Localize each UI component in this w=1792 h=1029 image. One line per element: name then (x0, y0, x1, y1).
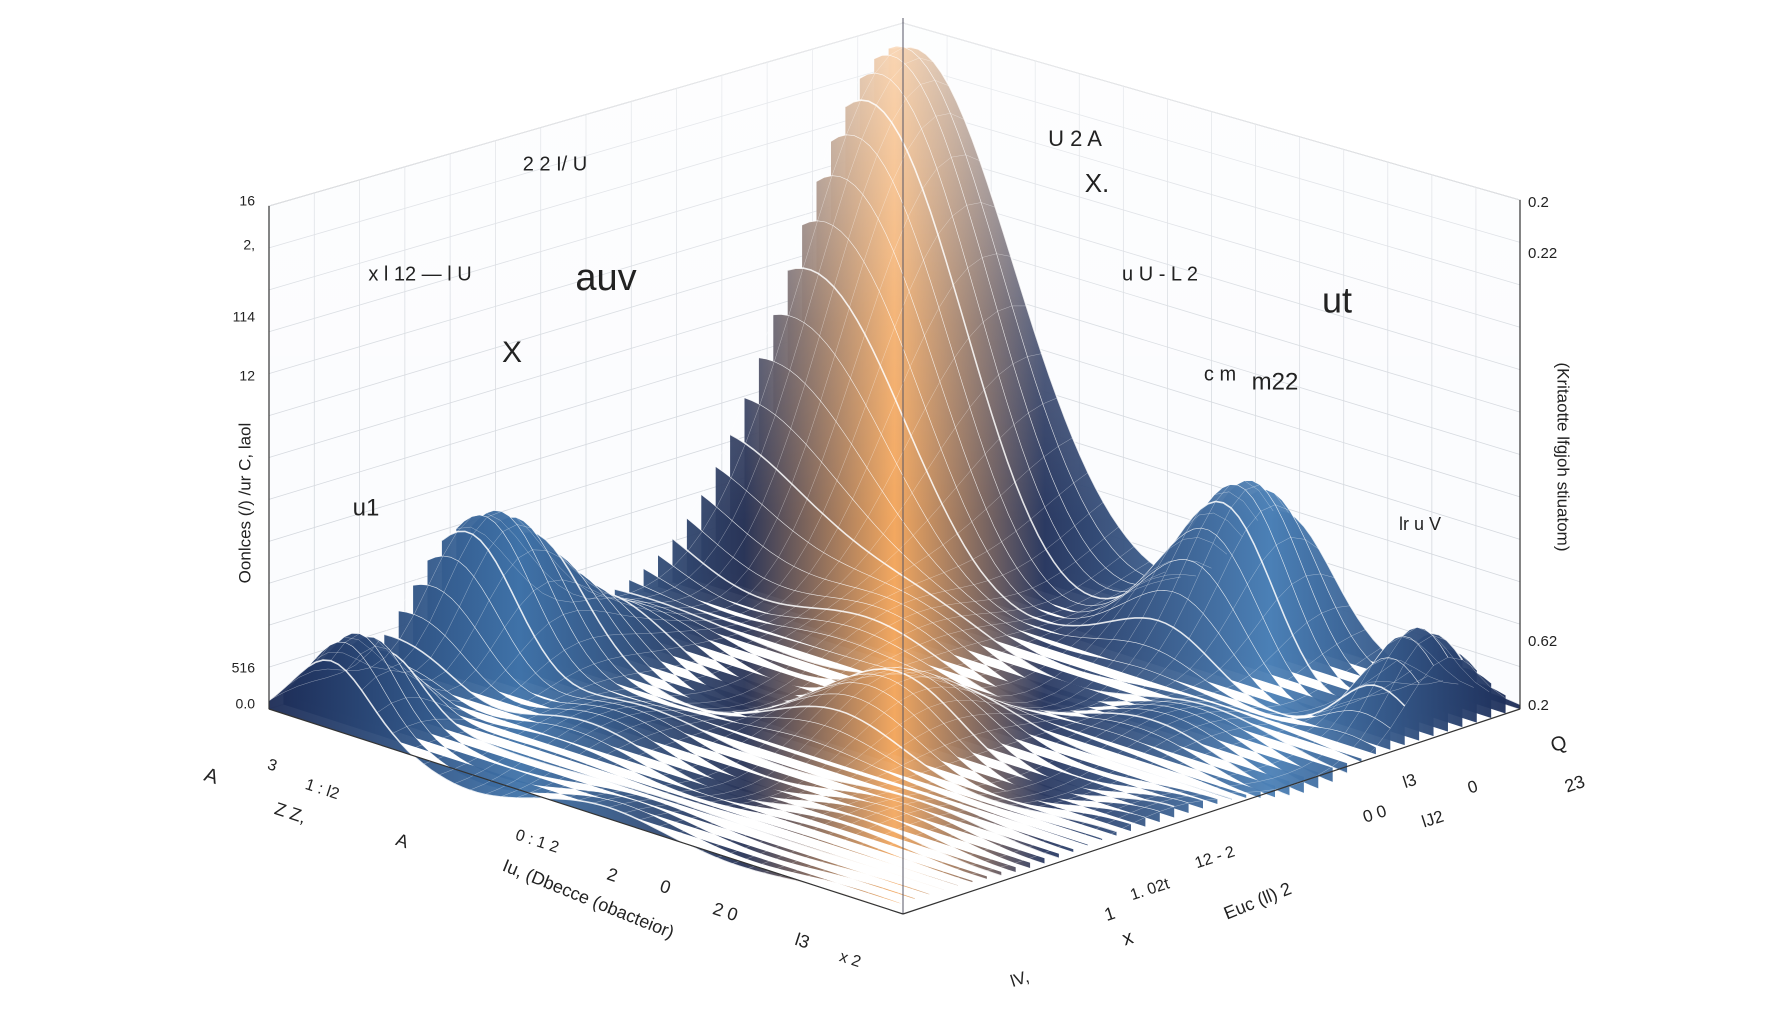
surface-mesh (454, 472, 1089, 784)
axis-title: (Kritaotte lfgjoh stiuatom) (1554, 363, 1573, 552)
tick-label: 0.62 (1528, 633, 1557, 650)
surface-mesh (685, 537, 1320, 844)
surface (268, 18, 1521, 915)
tick-label: 0.0 (236, 696, 256, 712)
surface-mesh (839, 636, 1474, 893)
equation-fragment: lr u V (1399, 514, 1441, 534)
equation-fragment: auv (575, 257, 636, 299)
tick-label: 0.22 (1528, 245, 1557, 262)
surface-strip (283, 642, 901, 904)
tick-label: x 2 (837, 948, 863, 971)
tick-label: 0 : 1 2 (513, 827, 561, 857)
surface-mesh (562, 574, 1197, 800)
tick-label: 0 0 (1361, 801, 1389, 826)
equation-fragment: U 2 A (1048, 126, 1102, 151)
surface-mesh (484, 526, 1120, 795)
surface-mesh (639, 480, 1274, 821)
surface-mesh (546, 576, 1181, 799)
surface-strip (499, 531, 1117, 836)
floor-left-edge (268, 708, 904, 915)
surface-mesh (793, 676, 1428, 881)
tick-label: 1 : l2 (303, 776, 341, 803)
tick-label: 16 (239, 193, 255, 209)
surface-strip (355, 665, 973, 883)
equation-fragment: u U - L 2 (1122, 263, 1198, 285)
equation-fragment: ut (1322, 280, 1352, 321)
surface-mesh (762, 660, 1397, 874)
surface-mesh (870, 635, 1505, 903)
surface-strip (456, 515, 1074, 853)
tick-label: lJ2 (1419, 807, 1446, 832)
surface-strip (369, 652, 987, 880)
equation-fragment: 2 2 I/ U (523, 153, 587, 175)
equation-fragment: m22 (1252, 368, 1299, 395)
tick-label: 1 (1102, 903, 1118, 925)
surface-mesh (747, 647, 1382, 869)
tick-label: 0 (658, 876, 674, 898)
floor-right-edge (902, 708, 1521, 915)
surface-mesh (669, 504, 1305, 836)
surface-mesh (623, 491, 1258, 814)
tick-label: l3 (793, 929, 813, 952)
tick-label: x (1120, 926, 1136, 950)
tick-label: 2 0 (710, 898, 740, 925)
surface-mesh (500, 546, 1135, 798)
tick-label: lV, (1008, 967, 1031, 991)
equation-fragment: u1 (353, 494, 380, 521)
tick-label: 3 (265, 756, 279, 775)
tick-label: 23 (1562, 771, 1587, 796)
axis-title: Iu, (Dbecce (obacteior) (500, 855, 677, 942)
surface-mesh (700, 573, 1335, 852)
surface-strip (269, 660, 886, 908)
haze (269, 23, 1520, 523)
axis-title: Euc (ll) 2 (1221, 878, 1294, 923)
surface-mesh (577, 559, 1212, 801)
tick-label: 12 - 2 (1193, 843, 1237, 872)
equation-fragment: c m (1204, 363, 1236, 385)
surface-mesh (654, 484, 1289, 828)
tick-label: Z Z, (272, 798, 309, 827)
equation-fragment: x l 12 — l U (368, 263, 471, 285)
surface-mesh (592, 537, 1228, 804)
surface-mesh (824, 658, 1459, 889)
surface-mesh (808, 680, 1443, 885)
surface-strip (470, 510, 1088, 846)
equation-fragment: X (502, 336, 522, 369)
tick-label: 114 (233, 309, 256, 325)
tick-label: 12 (239, 368, 255, 384)
tick-label: 2 (605, 864, 621, 886)
tick-label: A (201, 764, 221, 789)
surface-mesh (608, 512, 1243, 808)
surface-strip (384, 634, 1002, 876)
axis-title: Oonlces (/) /ur C, laol (235, 423, 254, 584)
surface-mesh (469, 501, 1104, 791)
surface-mesh (731, 629, 1366, 864)
surface-strip (513, 549, 1131, 832)
surface-mesh (885, 657, 1521, 909)
surface-mesh (777, 669, 1413, 878)
surface-mesh (716, 605, 1351, 858)
tick-label: l3 (1400, 770, 1418, 792)
surface-mesh (515, 561, 1150, 799)
tick-label: Q (1548, 731, 1570, 757)
surface-mesh (855, 627, 1490, 898)
equation-fragment: X. (1085, 168, 1110, 198)
tick-label: 1. 02t (1128, 875, 1172, 904)
tick-label: 0 (1465, 777, 1480, 798)
surface-mesh (438, 437, 1073, 776)
tick-label: 2, (243, 237, 255, 253)
tick-label: 516 (232, 660, 256, 676)
tick-label: 0.2 (1528, 697, 1549, 714)
surface-mesh (531, 571, 1166, 799)
tick-label: 0.2 (1528, 194, 1549, 211)
tick-label: A (394, 829, 412, 852)
